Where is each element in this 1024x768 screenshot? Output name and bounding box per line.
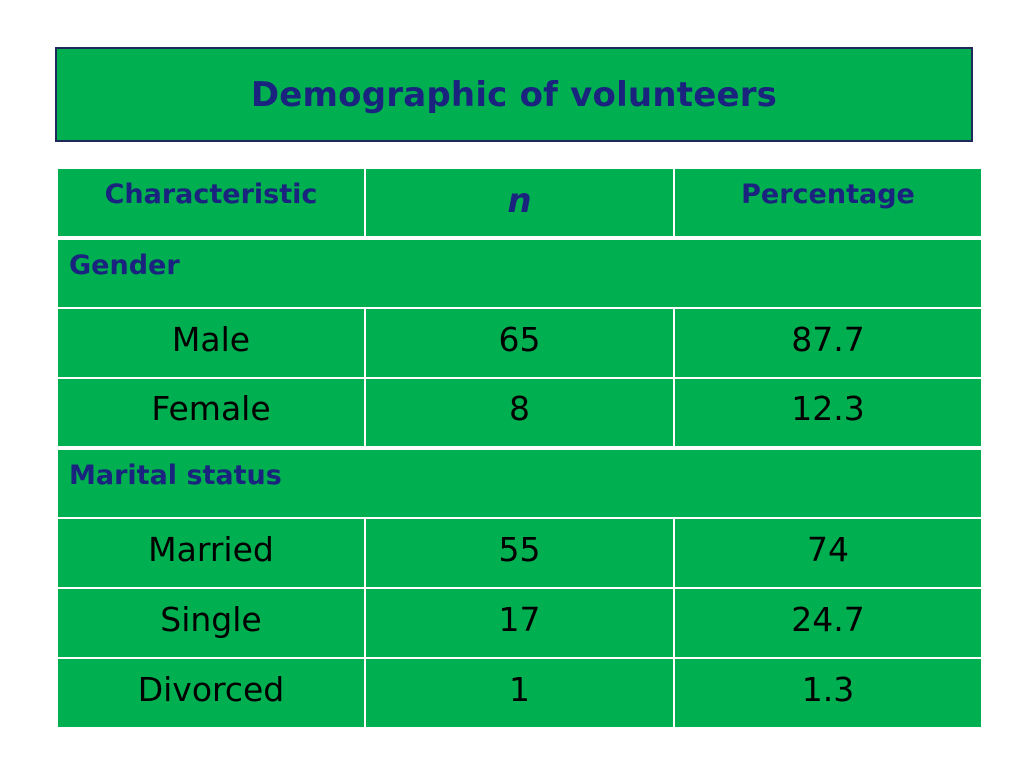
cell-n: 17	[364, 587, 675, 659]
cell-n: 8	[364, 377, 675, 449]
cell-characteristic: Married	[56, 517, 366, 589]
cell-percentage: 12.3	[673, 377, 983, 449]
section-row-marital-status: Marital status	[56, 446, 983, 519]
cell-characteristic: Single	[56, 587, 366, 659]
cell-percentage: 87.7	[673, 307, 983, 379]
cell-n: 1	[364, 657, 675, 729]
cell-percentage: 74	[673, 517, 983, 589]
table-row: Married 55 74	[56, 517, 983, 589]
cell-n: 65	[364, 307, 675, 379]
header-n: n	[364, 167, 675, 239]
header-percentage: Percentage	[673, 167, 983, 239]
section-row-gender: Gender	[56, 236, 983, 309]
demographics-table: Characteristic n Percentage Gender Male …	[56, 167, 983, 729]
table-row: Single 17 24.7	[56, 587, 983, 659]
section-label-marital-status: Marital status	[56, 446, 983, 519]
table-row: Divorced 1 1.3	[56, 657, 983, 729]
header-characteristic: Characteristic	[56, 167, 366, 239]
title-box: Demographic of volunteers	[55, 47, 973, 142]
cell-n: 55	[364, 517, 675, 589]
cell-characteristic: Female	[56, 377, 366, 449]
cell-characteristic: Divorced	[56, 657, 366, 729]
cell-characteristic: Male	[56, 307, 366, 379]
table-header-row: Characteristic n Percentage	[56, 167, 983, 239]
slide-title: Demographic of volunteers	[250, 74, 778, 115]
table-row: Male 65 87.7	[56, 307, 983, 379]
cell-percentage: 1.3	[673, 657, 983, 729]
table-row: Female 8 12.3	[56, 377, 983, 449]
cell-percentage: 24.7	[673, 587, 983, 659]
section-label-gender: Gender	[56, 236, 983, 309]
